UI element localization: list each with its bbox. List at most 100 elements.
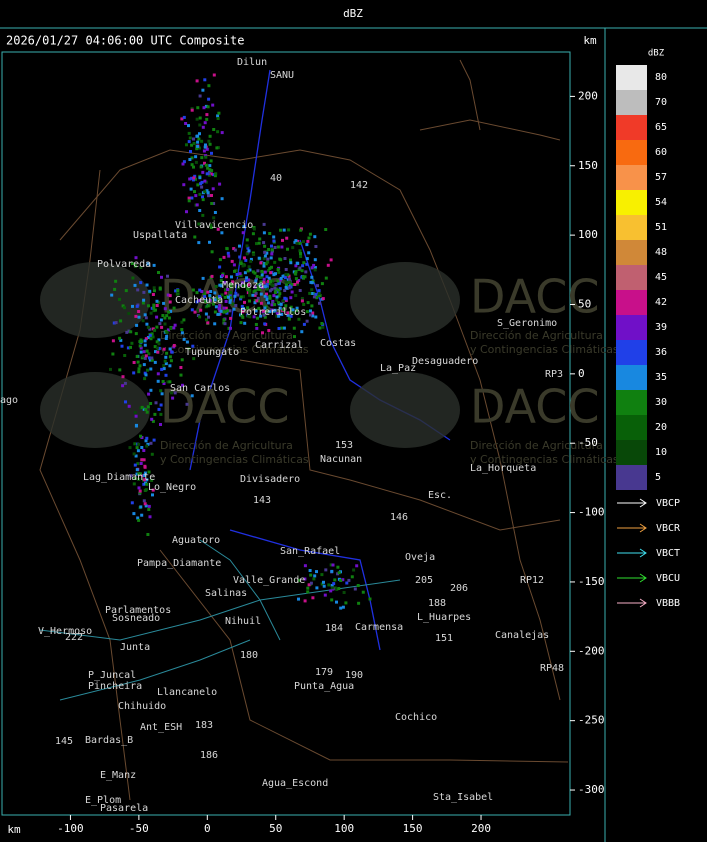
echo (262, 264, 266, 268)
echo (195, 300, 199, 304)
echo (147, 470, 151, 474)
echo (263, 306, 267, 310)
echo (137, 315, 141, 319)
echo (134, 414, 138, 418)
echo (214, 305, 218, 309)
echo (273, 260, 277, 264)
borders (39, 59, 569, 801)
echo (211, 187, 215, 191)
echo (189, 187, 193, 191)
echo (248, 291, 252, 295)
echo (168, 355, 172, 359)
echo (256, 283, 260, 286)
echo (158, 287, 162, 291)
echo (190, 176, 194, 180)
echo (268, 310, 272, 314)
scale-label: 70 (655, 97, 667, 108)
echo (267, 329, 271, 332)
place-label: SANU (270, 70, 294, 81)
echo (212, 173, 215, 177)
echo (298, 266, 302, 270)
echo (135, 355, 139, 358)
echo (238, 283, 242, 287)
echo (136, 516, 140, 520)
echo (137, 486, 141, 490)
echo (267, 279, 271, 283)
echo (188, 177, 192, 181)
echo (140, 513, 144, 517)
echo (303, 564, 307, 568)
echo (210, 151, 213, 155)
echo (268, 294, 272, 298)
echo (268, 232, 272, 235)
echo (142, 458, 146, 462)
echo (286, 313, 290, 317)
echo (329, 589, 333, 593)
echo (223, 295, 227, 299)
echo (306, 590, 310, 594)
echo (146, 533, 150, 536)
echo (150, 332, 154, 336)
echo (284, 304, 288, 308)
echo (146, 405, 150, 409)
echo (228, 309, 232, 313)
place-label: 180 (240, 650, 258, 661)
echo (275, 314, 279, 318)
echo (204, 163, 208, 167)
echo (219, 279, 223, 283)
echo (192, 176, 196, 180)
echo (131, 276, 135, 280)
echo (155, 346, 159, 350)
scale-swatch (616, 65, 647, 90)
scale-swatch (616, 465, 647, 490)
echo (165, 314, 169, 318)
echo (336, 565, 340, 569)
echo (257, 241, 261, 245)
scale-label: 51 (655, 222, 667, 233)
echo (301, 264, 305, 268)
echo (255, 299, 259, 303)
echo (232, 247, 236, 251)
scale-label: 20 (655, 422, 667, 433)
echo (199, 165, 203, 169)
echo (128, 446, 132, 450)
echo (137, 442, 141, 446)
echo (314, 315, 318, 319)
echo (263, 254, 267, 258)
echo (170, 350, 174, 354)
echo (218, 258, 222, 262)
echo (280, 326, 284, 330)
echo (153, 289, 156, 293)
echo (227, 295, 230, 299)
echo (255, 242, 258, 246)
echo (205, 147, 209, 151)
echo (280, 312, 284, 316)
echo (166, 380, 170, 384)
echo (285, 283, 288, 287)
echo (198, 192, 202, 196)
y-unit: km (583, 34, 597, 47)
echo (317, 289, 321, 293)
echo (239, 321, 243, 325)
echo (266, 301, 270, 305)
echo (263, 270, 267, 274)
echo (145, 436, 149, 440)
echo (245, 238, 249, 242)
echo (262, 256, 266, 260)
echo (138, 489, 142, 493)
echo (224, 291, 228, 295)
echo (259, 292, 263, 296)
echo (243, 284, 247, 288)
echo (153, 345, 157, 349)
echo (303, 599, 307, 603)
place-label: E_Manz (100, 770, 136, 781)
echo (305, 319, 309, 323)
echo (232, 307, 236, 311)
echo (192, 165, 195, 169)
echo (118, 336, 122, 340)
echo (265, 310, 268, 314)
echo (205, 172, 209, 176)
echo (121, 384, 125, 388)
echo (133, 477, 137, 480)
echo (287, 228, 291, 232)
